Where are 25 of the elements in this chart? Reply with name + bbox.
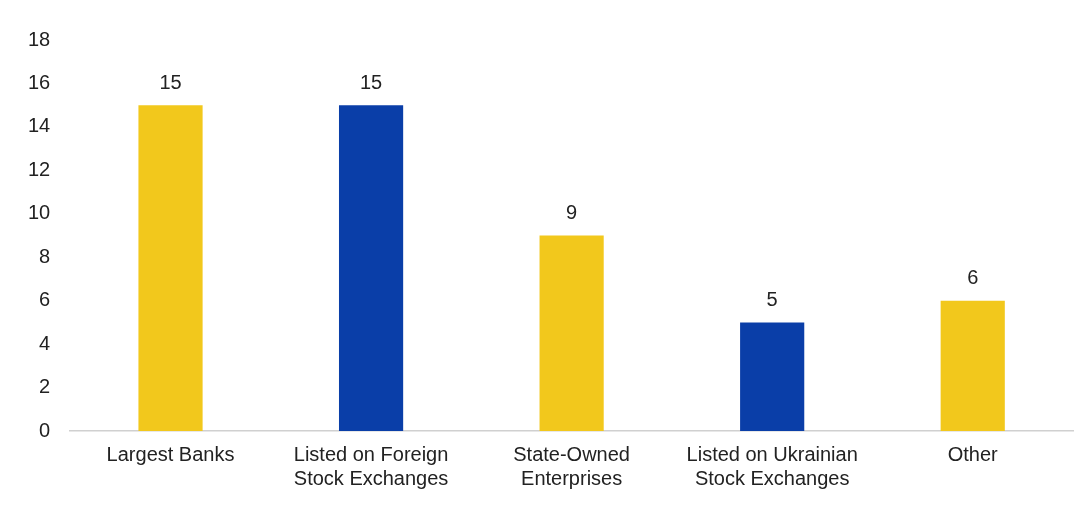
y-tick-label: 2 [39,375,51,398]
y-tick-label: 16 [28,70,51,93]
y-tick-label: 10 [28,201,51,224]
x-tick-label: Other [947,442,999,465]
bar [138,105,203,431]
data-label: 6 [967,266,979,289]
data-label: 9 [566,201,578,224]
x-tick-label: Largest Banks [106,442,235,465]
y-tick-label: 8 [39,244,51,267]
y-tick-label: 6 [39,288,51,311]
bar [338,105,404,431]
x-tick-label: Listed on Ukrainian Stock Exchanges [686,442,858,489]
data-label: 15 [359,70,383,93]
y-tick-label: 14 [28,114,51,137]
bar [740,322,805,431]
y-tick-label: 4 [39,331,51,354]
data-label: 15 [159,70,182,93]
y-tick-label: 0 [39,418,51,441]
bar [539,235,604,431]
x-tick-label: State-Owned Enterprises [513,442,630,489]
data-label: 5 [766,287,778,310]
y-tick-label: 18 [28,27,51,50]
bar [940,300,1005,431]
x-tick-label: Listed on Foreign Stock Exchanges [293,442,449,489]
y-tick-label: 12 [28,157,51,180]
